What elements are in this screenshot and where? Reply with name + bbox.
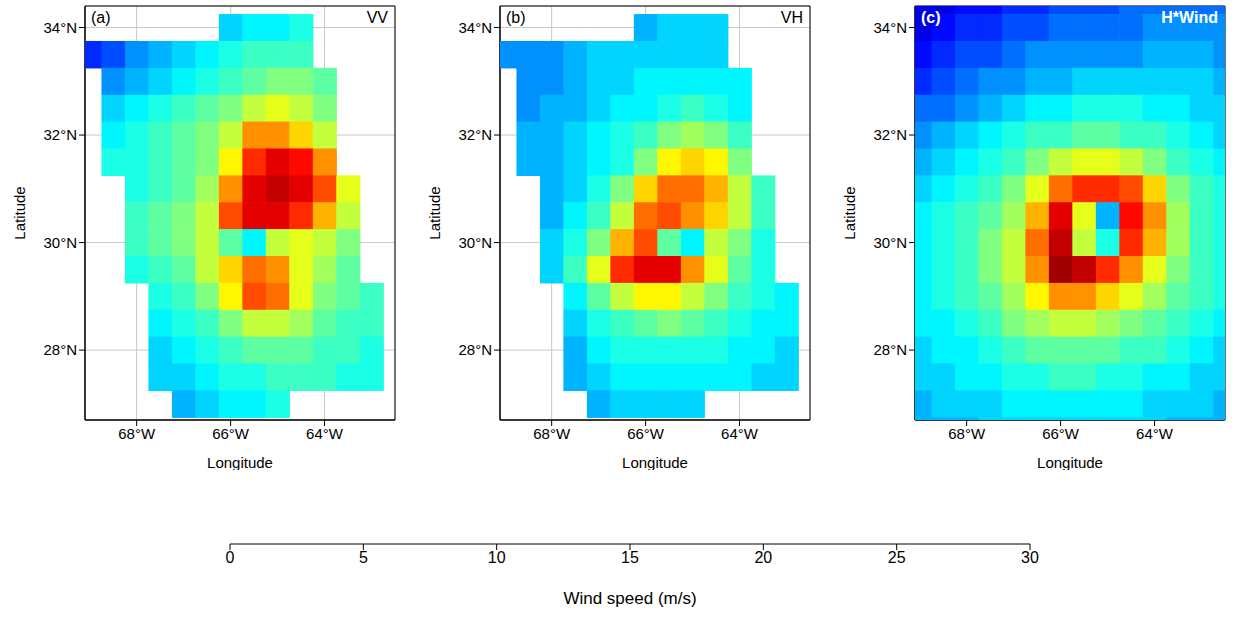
svg-text:Longitude: Longitude	[622, 454, 688, 470]
svg-text:28°N: 28°N	[458, 341, 492, 358]
svg-text:64°W: 64°W	[1136, 425, 1174, 442]
svg-text:15: 15	[621, 549, 639, 566]
svg-text:34°N: 34°N	[458, 19, 492, 36]
svg-text:Wind speed (m/s): Wind speed (m/s)	[563, 589, 696, 608]
svg-text:Longitude: Longitude	[207, 454, 273, 470]
html-text:(c): (c)	[921, 9, 941, 26]
svg-text:32°N: 32°N	[873, 126, 907, 143]
svg-text:Longitude: Longitude	[1037, 454, 1103, 470]
svg-text:5: 5	[359, 549, 368, 566]
svg-text:32°N: 32°N	[43, 126, 77, 143]
svg-text:68°W: 68°W	[118, 425, 156, 442]
svg-text:68°W: 68°W	[948, 425, 986, 442]
svg-text:Latitude: Latitude	[426, 186, 443, 239]
html-text:VH: VH	[780, 9, 803, 26]
svg-text:66°W: 66°W	[212, 425, 250, 442]
svg-text:30°N: 30°N	[43, 234, 77, 251]
svg-text:Latitude: Latitude	[11, 186, 28, 239]
svg-text:28°N: 28°N	[873, 341, 907, 358]
svg-text:64°W: 64°W	[721, 425, 759, 442]
svg-text:0: 0	[226, 549, 235, 566]
svg-text:68°W: 68°W	[533, 425, 571, 442]
svg-text:28°N: 28°N	[43, 341, 77, 358]
html-text:H*Wind: H*Wind	[1161, 9, 1218, 26]
svg-text:Latitude: Latitude	[841, 186, 858, 239]
svg-text:64°W: 64°W	[306, 425, 344, 442]
svg-text:30°N: 30°N	[458, 234, 492, 251]
svg-text:30: 30	[1021, 549, 1039, 566]
svg-text:10: 10	[488, 549, 506, 566]
svg-text:66°W: 66°W	[627, 425, 665, 442]
svg-text:34°N: 34°N	[43, 19, 77, 36]
svg-text:32°N: 32°N	[458, 126, 492, 143]
html-text:VV: VV	[366, 9, 388, 26]
svg-text:34°N: 34°N	[873, 19, 907, 36]
svg-text:25: 25	[888, 549, 906, 566]
svg-text:66°W: 66°W	[1042, 425, 1080, 442]
svg-text:30°N: 30°N	[873, 234, 907, 251]
svg-text:20: 20	[754, 549, 772, 566]
html-text:(b): (b)	[506, 9, 526, 26]
html-text:(a): (a)	[91, 9, 111, 26]
